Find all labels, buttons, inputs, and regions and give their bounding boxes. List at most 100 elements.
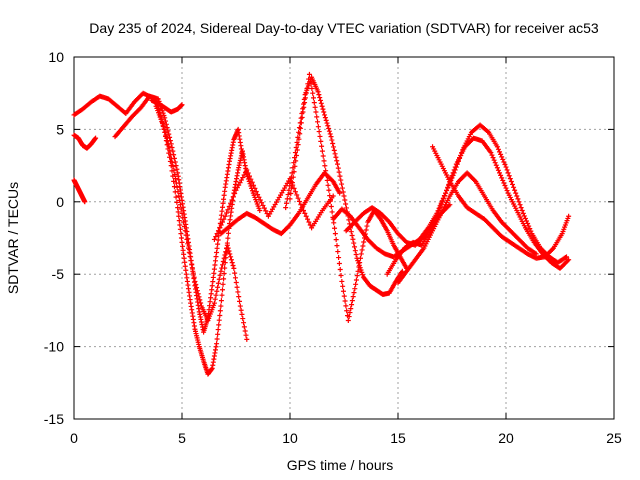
data-point [515,196,521,202]
data-point [331,147,337,153]
data-point [230,194,236,200]
data-point [218,303,224,309]
data-point [178,206,184,212]
data-point [216,276,222,282]
data-point [259,200,265,206]
data-point [441,193,447,199]
data-point [353,277,359,283]
data-point [215,284,221,290]
data-point [221,276,227,282]
data-point [168,156,174,162]
data-point [160,121,166,127]
data-point [306,219,312,225]
data-point [450,170,456,176]
data-point [500,156,506,162]
data-point [356,264,362,270]
data-point [293,145,299,150]
data-point [215,331,221,337]
data-point [238,307,244,313]
data-point [525,221,531,227]
data-point [170,164,176,170]
data-point [358,251,364,257]
data-point [177,222,183,228]
data-point [241,172,247,178]
data-point [321,109,327,115]
data-point [342,298,348,304]
data-point [179,102,185,108]
data-point [563,254,569,260]
data-point [222,252,228,258]
y-tick-label: 10 [48,49,64,65]
data-point [322,115,328,121]
data-point [155,96,161,102]
data-point [285,192,291,198]
data-point [283,200,289,206]
data-point [492,160,498,166]
data-point [335,249,341,255]
data-point [245,170,251,176]
data-point [332,225,338,231]
series-sat-i [283,74,405,297]
data-point [301,207,306,213]
data-point [252,185,258,191]
series-sat-g [218,170,343,237]
data-point [166,144,172,150]
data-point [286,187,292,193]
data-point [334,243,340,249]
data-point [283,205,289,211]
data-point [336,169,342,175]
data-point [173,180,179,186]
data-point [297,131,303,137]
data-point [335,165,341,171]
data-point [221,255,227,261]
data-point [333,237,339,243]
data-point [165,141,171,147]
data-point [489,152,495,158]
data-point [220,259,226,265]
data-point [350,294,356,300]
data-point [309,85,315,91]
data-point [316,129,322,135]
data-point [349,298,355,304]
data-point [359,247,365,253]
data-point [295,142,301,148]
data-point [319,103,325,109]
data-point [185,241,191,247]
data-point [336,255,342,261]
data-point [340,283,346,289]
data-point [445,184,451,190]
data-point [163,121,169,127]
data-point [303,213,309,219]
data-point [447,202,453,208]
y-tick-label: -15 [44,411,64,427]
data-point [346,217,352,223]
data-point [317,95,323,101]
data-point [194,285,200,291]
data-point [325,182,331,188]
data-point [231,265,237,271]
data-point [315,89,321,95]
data-point [348,229,354,235]
data-point [524,218,530,224]
data-point [293,152,299,158]
data-point [218,268,224,274]
data-point [302,95,308,101]
data-point [289,180,295,186]
data-point [318,100,324,106]
data-point [177,202,183,208]
data-point [505,170,511,176]
data-point [319,148,325,154]
data-point [241,324,247,330]
data-point [339,185,345,191]
data-point [512,187,518,193]
data-point [330,141,336,147]
data-point [292,150,298,156]
data-point [307,76,313,82]
data-point [353,281,359,287]
data-point [172,172,178,178]
data-point [256,194,262,200]
data-point [302,210,308,216]
data-point [192,278,198,284]
data-point [352,286,358,292]
